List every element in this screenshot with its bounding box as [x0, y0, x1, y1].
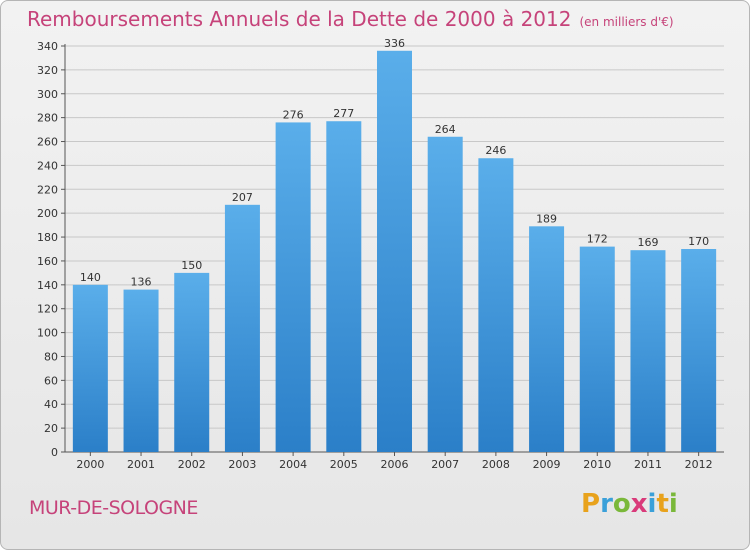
bar-2006[interactable]	[377, 50, 412, 453]
y-tick-label: 280	[37, 112, 58, 125]
logo-letter: r	[600, 489, 613, 519]
value-label: 207	[232, 191, 253, 204]
logo-letter: o	[612, 489, 631, 519]
bar-2011[interactable]	[630, 250, 666, 452]
y-tick-label: 80	[44, 350, 58, 363]
bar-2003[interactable]	[224, 204, 260, 452]
logo-letter: x	[630, 489, 648, 519]
value-label: 264	[435, 123, 456, 136]
value-label: 170	[688, 235, 709, 248]
y-tick-label: 320	[37, 64, 58, 77]
y-tick-label: 180	[37, 231, 58, 244]
y-tick-label: 140	[37, 279, 58, 292]
proxiti-logo[interactable]: Proxiti	[581, 489, 678, 519]
x-tick-label: 2005	[330, 458, 358, 471]
bar-2009[interactable]	[529, 226, 565, 452]
y-tick-label: 200	[37, 207, 58, 220]
bar-2007[interactable]	[427, 136, 463, 453]
value-label: 150	[181, 259, 202, 272]
y-tick-label: 60	[44, 374, 58, 387]
value-label: 136	[131, 276, 152, 289]
x-tick-label: 2011	[634, 458, 662, 471]
y-tick-label: 120	[37, 303, 58, 316]
y-tick-label: 20	[44, 422, 58, 435]
bar-2001[interactable]	[123, 289, 159, 452]
x-tick-label: 2004	[279, 458, 307, 471]
y-tick-label: 160	[37, 255, 58, 268]
commune-name: MUR-DE-SOLOGNE	[29, 497, 198, 519]
value-labels: 140 136 150 207 276 277 336 264 246 189 172 169 170	[80, 37, 709, 289]
chart-unit: (en milliers d'€)	[579, 15, 674, 29]
y-tick-label: 340	[37, 40, 58, 53]
x-tick-label: 2002	[178, 458, 206, 471]
x-tick-label: 2001	[127, 458, 155, 471]
value-label: 277	[333, 107, 354, 120]
value-label: 276	[283, 108, 304, 121]
logo-letter: P	[581, 489, 601, 519]
bar-2008[interactable]	[478, 158, 514, 452]
value-label: 172	[587, 233, 608, 246]
bars	[72, 50, 717, 453]
chart-title: Remboursements Annuels de la Dette de 20…	[27, 7, 674, 31]
value-label: 189	[536, 212, 557, 225]
x-tick-label: 2006	[381, 458, 409, 471]
value-label: 246	[485, 144, 506, 157]
bar-2004[interactable]	[275, 122, 311, 453]
y-tick-label: 240	[37, 159, 58, 172]
x-tick-label: 2009	[533, 458, 561, 471]
value-label: 140	[80, 271, 101, 284]
x-tick-label: 2003	[228, 458, 256, 471]
bar-2005[interactable]	[326, 121, 362, 453]
y-tick-label: 40	[44, 398, 58, 411]
y-tick-label: 100	[37, 327, 58, 340]
x-tick-label: 2008	[482, 458, 510, 471]
bar-2010[interactable]	[579, 246, 615, 452]
bar-2012[interactable]	[681, 249, 717, 452]
x-tick-label: 2010	[583, 458, 611, 471]
logo-letter: t	[656, 489, 669, 519]
y-tick-label: 260	[37, 136, 58, 149]
logo-letter: i	[668, 489, 678, 519]
x-tick-label: 2000	[76, 458, 104, 471]
x-tick-label: 2007	[431, 458, 459, 471]
y-tick-label: 0	[51, 446, 58, 459]
logo-letter: i	[647, 489, 657, 519]
bar-2002[interactable]	[174, 272, 210, 452]
y-tick-label: 300	[37, 88, 58, 101]
bar-2000[interactable]	[72, 284, 108, 452]
axes: 0 20 40 60 80 100 120 140 160 180 200 220 240 260 280 3…	[37, 40, 724, 471]
chart-title-text: Remboursements Annuels de la Dette de 20…	[27, 7, 572, 31]
value-label: 169	[637, 236, 658, 249]
value-label: 336	[384, 37, 405, 50]
x-tick-label: 2012	[685, 458, 713, 471]
y-tick-label: 220	[37, 183, 58, 196]
